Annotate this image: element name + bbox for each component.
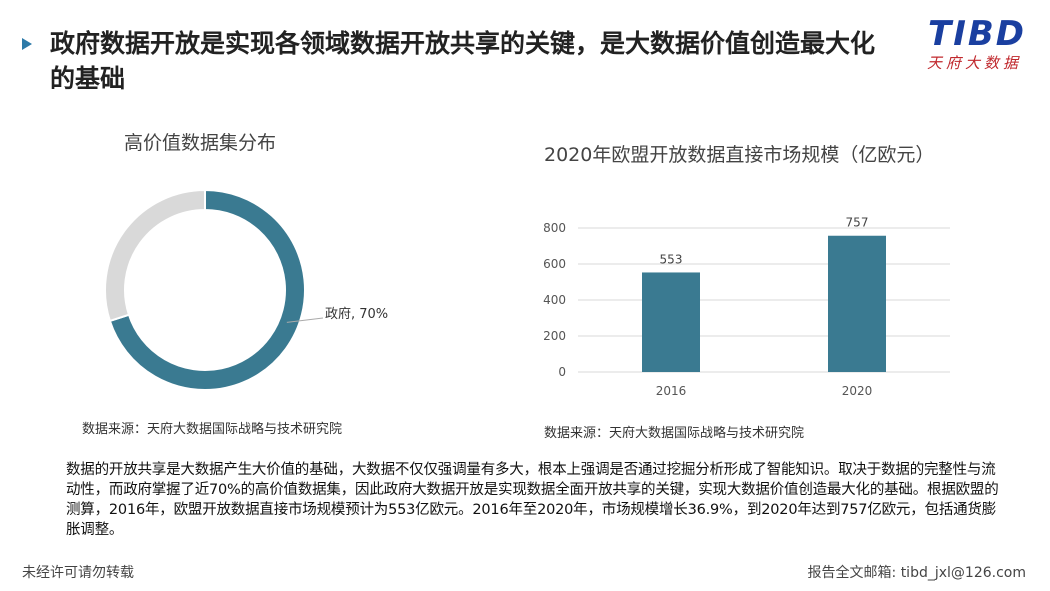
donut-slice-label: 政府, 70% <box>325 307 388 322</box>
bar-2020 <box>828 235 886 372</box>
y-tick-label: 600 <box>543 257 566 271</box>
bar-chart-title: 2020年欧盟开放数据直接市场规模（亿欧元） <box>544 144 935 166</box>
bar-2016 <box>642 272 700 372</box>
donut-slice-0 <box>108 188 306 391</box>
page-title: 政府数据开放是实现各领域数据开放共享的关键，是大数据价值创造最大化的基础 <box>50 29 876 93</box>
donut-leader-line <box>286 317 324 323</box>
bar-data-label: 757 <box>846 216 869 230</box>
logo-sub-text: 天府大数据 <box>926 54 1022 72</box>
page-header: 政府数据开放是实现各领域数据开放共享的关键，是大数据价值创造最大化的基础 <box>22 26 882 96</box>
y-tick-label: 800 <box>543 221 566 235</box>
donut-source: 数据来源：天府大数据国际战略与技术研究院 <box>82 422 343 437</box>
y-tick-label: 400 <box>543 293 566 307</box>
bar-data-label: 553 <box>660 252 683 266</box>
donut-slice-1 <box>104 188 206 323</box>
donut-chart: 政府, 70% <box>104 188 388 391</box>
tibd-logo: TIBD 天府大数据 <box>896 14 1026 76</box>
y-tick-label: 200 <box>543 329 566 343</box>
x-tick-label: 2020 <box>842 384 873 398</box>
y-tick-label: 0 <box>558 365 566 379</box>
donut-chart-title: 高价值数据集分布 <box>124 132 277 154</box>
bar-chart: 0 200 400 600 800 553 757 2016 2020 <box>543 216 950 398</box>
contact-email: 报告全文邮箱: tibd_jxl@126.com <box>807 565 1026 581</box>
x-tick-label: 2016 <box>656 384 687 398</box>
description-paragraph: 数据的开放共享是大数据产生大价值的基础，大数据不仅仅强调量有多大，根本上强调是否… <box>66 462 999 538</box>
logo-main-text: TIBD <box>928 14 1026 54</box>
copyright-notice: 未经许可请勿转载 <box>22 565 134 581</box>
bar-source: 数据来源：天府大数据国际战略与技术研究院 <box>544 426 805 441</box>
title-bullet-icon <box>22 38 32 50</box>
